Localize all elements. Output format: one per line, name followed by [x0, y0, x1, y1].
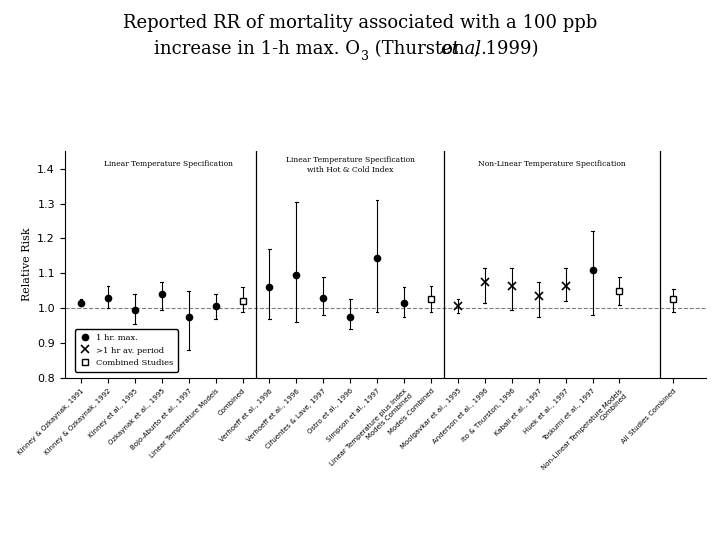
- Text: Reported RR of mortality associated with a 100 ppb: Reported RR of mortality associated with…: [123, 14, 597, 31]
- Text: increase in 1-h max. O: increase in 1-h max. O: [154, 40, 360, 58]
- Text: Linear Temperature Specification: Linear Temperature Specification: [104, 160, 233, 168]
- Text: et al.: et al.: [441, 40, 487, 58]
- Text: increase in 1-h max. O: increase in 1-h max. O: [154, 40, 360, 58]
- Text: Non-Linear Temperature Specification: Non-Linear Temperature Specification: [478, 160, 626, 168]
- Legend: 1 hr. max., >1 hr av. period, Combined Studies: 1 hr. max., >1 hr av. period, Combined S…: [76, 329, 178, 372]
- Text: Linear Temperature Specification
with Hot & Cold Index: Linear Temperature Specification with Ho…: [286, 157, 415, 174]
- Text: (Thurston: (Thurston: [369, 40, 471, 58]
- Text: 3: 3: [361, 50, 369, 63]
- Text: , 1999): , 1999): [474, 40, 539, 58]
- Y-axis label: Relative Risk: Relative Risk: [22, 228, 32, 301]
